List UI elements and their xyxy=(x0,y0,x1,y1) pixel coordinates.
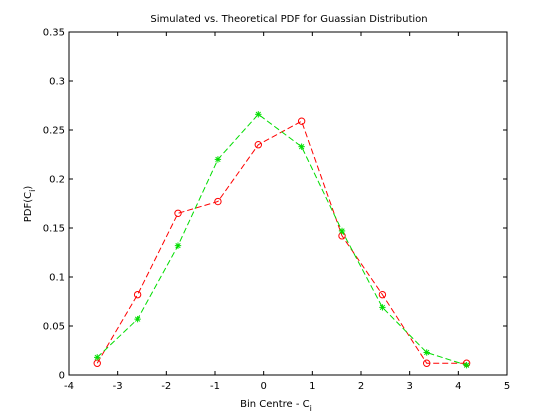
star-marker-stroke xyxy=(215,156,221,163)
star-marker-stroke xyxy=(379,304,386,311)
series-2-point xyxy=(214,156,222,163)
series-1-point xyxy=(254,141,263,149)
x-tick-label: 4 xyxy=(455,381,461,392)
y-axis-label-close: ) xyxy=(23,186,34,190)
y-tick-label: 0 xyxy=(59,371,65,382)
x-axis-label-text: Bin Centre - C xyxy=(240,399,310,410)
x-axis-label-subscript: i xyxy=(310,404,312,413)
plot-frame xyxy=(68,31,508,376)
star-marker-stroke xyxy=(134,316,141,322)
star-marker-stroke xyxy=(298,144,305,150)
y-tick-label: 0.1 xyxy=(49,273,65,284)
star-marker-stroke xyxy=(175,242,181,249)
y-tick-label: 0.3 xyxy=(49,77,65,88)
series-2-point xyxy=(174,242,182,249)
y-axis: 0 0.05 0.1 0.15 0.2 0.25 0.3 0.35 xyxy=(43,28,507,382)
series-1-point xyxy=(378,290,387,299)
series-2-point xyxy=(134,315,141,323)
x-tick-label: -1 xyxy=(210,381,220,392)
x-tick-label: 5 xyxy=(504,381,510,392)
x-tick-label: 2 xyxy=(358,381,364,392)
star-marker-stroke xyxy=(94,354,100,361)
series-1-point xyxy=(423,359,431,367)
series-2-point xyxy=(338,227,346,235)
series-2-point xyxy=(298,143,305,150)
y-tick-label: 0.05 xyxy=(43,322,65,333)
series-1-point xyxy=(133,290,142,299)
star-marker-stroke xyxy=(424,349,430,356)
series-1-point xyxy=(297,117,306,125)
series-2-line xyxy=(96,113,467,366)
plot-series xyxy=(93,111,471,369)
x-tick-label: 1 xyxy=(309,381,315,392)
x-tick-label: 0 xyxy=(260,381,266,392)
x-tick-label: -3 xyxy=(113,381,123,392)
y-axis-label: PDF(Ci) xyxy=(23,186,37,223)
star-marker-stroke xyxy=(255,111,261,117)
series-1-line xyxy=(96,120,467,364)
x-tick-label: 3 xyxy=(406,381,412,392)
series-2-point xyxy=(94,354,101,361)
series-2-point xyxy=(379,304,386,311)
y-tick-label: 0.35 xyxy=(43,28,65,39)
series-2-point xyxy=(423,349,430,356)
x-axis-label: Bin Centre - Ci xyxy=(240,399,312,413)
series-1-point xyxy=(214,197,222,206)
series-2-point xyxy=(255,111,262,118)
series-1-point xyxy=(174,209,182,218)
y-tick-label: 0.15 xyxy=(43,224,65,235)
y-tick-label: 0.25 xyxy=(43,126,65,137)
star-marker-stroke xyxy=(339,228,345,234)
y-axis-label-subscript: i xyxy=(28,190,37,192)
star-marker-stroke xyxy=(463,362,470,368)
series-2-point xyxy=(463,362,470,369)
chart-title: Simulated vs. Theoretical PDF for Guassi… xyxy=(150,14,427,25)
y-axis-label-text: PDF(C xyxy=(23,192,34,222)
x-tick-label: -4 xyxy=(64,381,74,392)
y-tick-label: 0.2 xyxy=(49,175,65,186)
x-tick-label: -2 xyxy=(161,381,171,392)
